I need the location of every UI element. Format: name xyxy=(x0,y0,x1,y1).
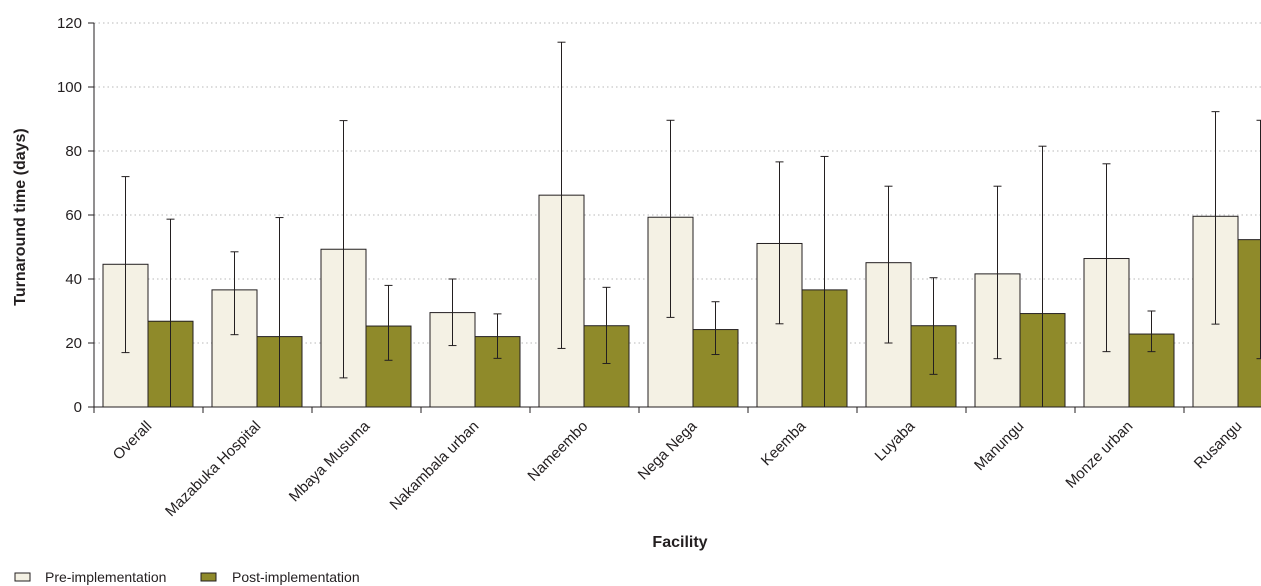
bars xyxy=(102,194,1261,408)
y-tick-label: 0 xyxy=(74,399,82,416)
y-axis-title: Turnaround time (days) xyxy=(12,128,29,306)
x-tick-label: Nega Nega xyxy=(635,417,701,483)
y-tick-label: 40 xyxy=(65,271,82,288)
x-tick-label: Manungu xyxy=(971,418,1027,474)
x-tick-label: Nakambala urban xyxy=(387,418,483,514)
y-tick-label: 80 xyxy=(65,143,82,160)
x-tick-label: Mazabuka Hospital xyxy=(162,418,264,520)
axes xyxy=(88,22,1261,413)
y-tick-label: 120 xyxy=(57,15,82,32)
x-tick-label: Nameembo xyxy=(524,418,591,485)
legend-swatch-pre xyxy=(14,572,31,582)
legend: Pre-implementation Post-implementation xyxy=(14,569,360,585)
x-tick-label: Mbaya Musuma xyxy=(286,417,374,505)
bar-post xyxy=(1237,239,1261,408)
x-tick-label: Keemba xyxy=(758,417,810,469)
x-tick-label: Luyaba xyxy=(872,417,919,464)
y-tick-label: 60 xyxy=(65,207,82,224)
y-tick-label: 100 xyxy=(57,79,82,96)
x-axis-title: Facility xyxy=(652,534,707,551)
x-tick-label: Overall xyxy=(110,418,156,464)
x-tick-label: Rusangu xyxy=(1191,418,1245,472)
x-tick-label: Monze urban xyxy=(1062,418,1136,492)
legend-label-pre: Pre-implementation xyxy=(45,569,166,585)
x-tick-labels: Overall Mazabuka Hospital Mbaya Musuma Naka… xyxy=(110,417,1246,520)
legend-swatch-post xyxy=(200,572,217,582)
y-tick-label: 20 xyxy=(65,335,82,352)
legend-label-post: Post-implementation xyxy=(232,569,360,585)
y-tick-labels: 0 20 40 60 80 100 120 xyxy=(57,15,82,416)
